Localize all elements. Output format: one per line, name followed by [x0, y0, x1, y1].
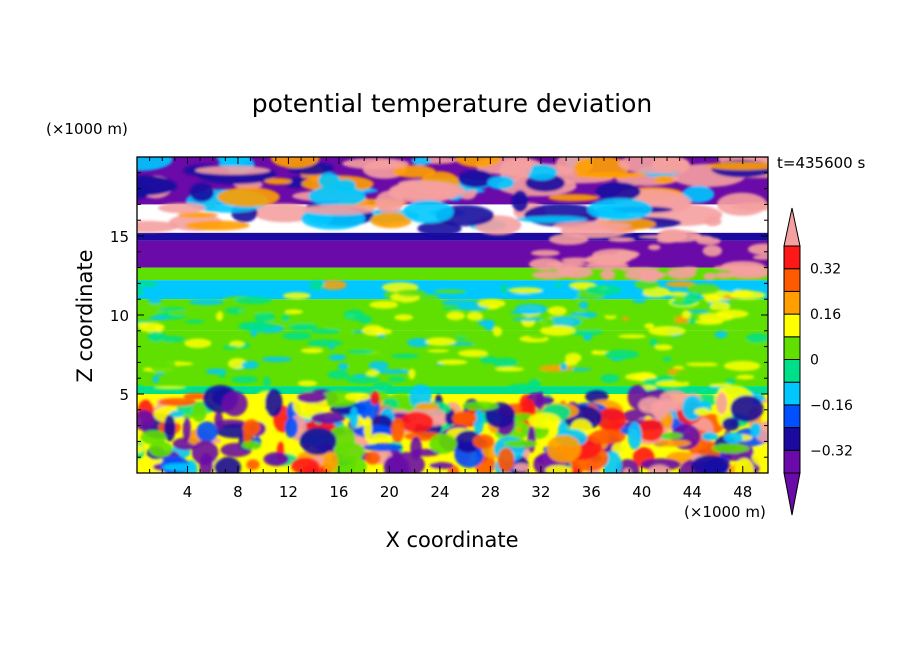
contour-band: [137, 386, 768, 394]
y-axis-title: Z coordinate: [73, 249, 97, 382]
colorbar-swatch: [783, 404, 801, 429]
colorbar-swatch: [783, 268, 801, 292]
colorbar-label: −0.32: [810, 443, 853, 459]
colorbar: 0.32 0.16 0 −0.16 −0.32: [783, 207, 853, 516]
time-label: t=435600 s: [777, 154, 865, 172]
y-axis: 5 10 15: [110, 172, 768, 458]
colorbar-label: −0.16: [810, 398, 853, 414]
x-tick-label: 28: [481, 483, 500, 501]
x-tick-label: 40: [632, 483, 651, 501]
y-tick-label: 10: [110, 307, 129, 325]
x-tick-label: 12: [279, 483, 298, 501]
y-tick-label: 5: [119, 386, 129, 404]
x-tick-label: 24: [430, 483, 449, 501]
contour-field: [137, 157, 768, 473]
colorbar-swatch: [783, 336, 801, 360]
contour-band: [137, 232, 768, 241]
x-tick-label: 20: [380, 483, 399, 501]
colorbar-swatch: [783, 359, 801, 383]
x-axis-title: X coordinate: [385, 528, 518, 552]
colorbar-swatch: [783, 290, 801, 315]
x-tick-label: 16: [329, 483, 348, 501]
colorbar-label: 0.32: [810, 262, 841, 278]
x-axis: 4 8 12 16 20 24 28 32 36 40 44 48: [149, 157, 756, 501]
colorbar-swatch: [783, 245, 801, 270]
colorbar-swatch: [783, 313, 801, 338]
colorbar-over-arrow: [783, 207, 801, 247]
colorbar-under-arrow: [783, 472, 801, 516]
y-tick-label: 15: [110, 228, 129, 246]
x-tick-label: 8: [233, 483, 243, 501]
x-tick-label: 36: [582, 483, 601, 501]
colorbar-swatch: [783, 449, 801, 474]
contour-band: [137, 240, 768, 268]
colorbar-label: 0.16: [810, 307, 841, 323]
colorbar-swatch: [783, 427, 801, 451]
colorbar-swatch: [783, 381, 801, 406]
chart-title: potential temperature deviation: [252, 89, 652, 118]
x-tick-label: 4: [183, 483, 193, 501]
x-tick-label: 32: [531, 483, 550, 501]
y-unit-label: (×1000 m): [46, 120, 128, 138]
x-unit-label: (×1000 m): [684, 503, 766, 521]
colorbar-label: 0: [810, 353, 819, 369]
x-tick-label: 48: [733, 483, 752, 501]
x-tick-label: 44: [683, 483, 702, 501]
